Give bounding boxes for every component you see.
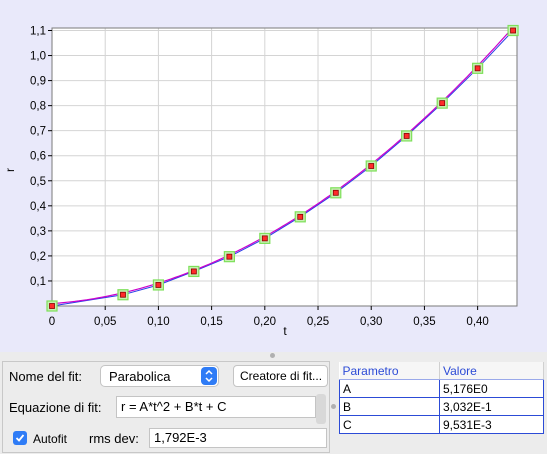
column-header-value[interactable]: Valore xyxy=(439,362,544,380)
plot-panel[interactable]: 0 0,05 0,10 0,15 0,20 0,25 0,30 0,35 0,40 0,1 0,2 0… xyxy=(0,0,547,352)
data-point-center xyxy=(261,235,268,242)
data-point-center xyxy=(403,133,410,139)
plot-frame xyxy=(51,27,518,307)
autofit-checkbox[interactable] xyxy=(13,431,27,445)
y-tick-label: 1,0 xyxy=(30,51,46,63)
data-point-center xyxy=(226,253,233,260)
fit-name-value: Parabolica xyxy=(109,369,171,384)
y-tick-label: 0,1 xyxy=(30,276,46,288)
parameter-table: Parametro Valore A 5,176E0 B 3,032E-1 C … xyxy=(339,362,544,434)
fit-builder-button[interactable]: Creatore di fit... xyxy=(233,365,328,387)
parameter-name-cell[interactable]: C xyxy=(339,415,440,434)
data-point-center xyxy=(155,282,162,288)
autofit-label: Autofit xyxy=(33,432,68,446)
y-axis-label: r xyxy=(3,168,17,172)
data-point-center xyxy=(368,163,375,169)
rms-label: rms dev: xyxy=(89,431,139,446)
y-tick-label: 0,4 xyxy=(30,201,47,213)
parameter-name-cell[interactable]: B xyxy=(339,397,440,416)
y-tick-label: 0,2 xyxy=(30,251,46,263)
rms-dev-field: 1,792E-3 xyxy=(149,428,327,448)
x-tick-label: 0,20 xyxy=(254,316,276,328)
data-point-center xyxy=(297,213,304,220)
fit-curve xyxy=(51,26,514,305)
parameter-value-cell[interactable]: 3,032E-1 xyxy=(439,397,544,416)
y-tick-label: 0,3 xyxy=(30,226,46,238)
data-point-center xyxy=(439,100,446,107)
data-point-center xyxy=(190,268,197,275)
data-point-center xyxy=(332,189,339,196)
parameter-value-cell[interactable]: 9,531E-3 xyxy=(439,415,544,434)
x-tick-label: 0,30 xyxy=(360,316,382,328)
table-row[interactable]: C 9,531E-3 xyxy=(339,415,544,434)
data-point-center xyxy=(510,27,516,34)
x-tick-label: 0,35 xyxy=(413,316,435,328)
column-header-parameter[interactable]: Parametro xyxy=(339,362,440,380)
vertical-splitter-grip-icon[interactable] xyxy=(331,404,336,409)
x-tick-label: 0 xyxy=(49,316,55,328)
x-axis-label: t xyxy=(283,324,287,338)
splitter-grip-icon[interactable] xyxy=(270,353,275,358)
grid xyxy=(52,28,517,306)
chart-svg: 0 0,05 0,10 0,15 0,20 0,25 0,30 0,35 0,40 0,1 0,2 0… xyxy=(3,24,519,338)
axis-ticks: 0 0,05 0,10 0,15 0,20 0,25 0,30 0,35 0,40 0,1 0,2 0… xyxy=(30,26,489,328)
fit-controls-panel: Nome del fit: Parabolica Creatore di fit… xyxy=(2,361,330,453)
fit-name-label: Nome del fit: xyxy=(9,369,82,384)
parameter-name-cell[interactable]: A xyxy=(339,379,440,398)
x-tick-label: 0,15 xyxy=(200,316,222,328)
y-tick-label: 0,5 xyxy=(30,176,46,188)
x-tick-label: 0,40 xyxy=(466,316,488,328)
chevron-updown-icon[interactable] xyxy=(201,367,217,385)
x-tick-label: 0,25 xyxy=(307,316,329,328)
equation-label: Equazione di fit: xyxy=(9,400,102,415)
plot-area xyxy=(52,28,517,306)
equation-field[interactable]: r = A*t^2 + B*t + C xyxy=(116,396,316,418)
y-tick-label: 1,1 xyxy=(30,26,46,38)
data-point-center xyxy=(120,291,126,298)
y-tick-label: 0,8 xyxy=(30,101,46,113)
series-layer xyxy=(46,24,519,312)
table-row[interactable]: A 5,176E0 xyxy=(339,379,544,398)
x-tick-label: 0,10 xyxy=(147,316,169,328)
parameter-value-cell[interactable]: 5,176E0 xyxy=(439,379,544,398)
y-tick-label: 0,7 xyxy=(30,126,46,138)
table-row[interactable]: B 3,032E-1 xyxy=(339,397,544,416)
equation-scrollbar[interactable] xyxy=(316,394,326,424)
fit-name-select[interactable]: Parabolica xyxy=(100,365,219,387)
y-tick-label: 0,9 xyxy=(30,76,46,88)
data-point-center xyxy=(49,303,55,309)
data-point-center xyxy=(474,65,481,72)
y-tick-label: 0,6 xyxy=(30,151,46,163)
x-tick-label: 0,05 xyxy=(94,316,116,328)
